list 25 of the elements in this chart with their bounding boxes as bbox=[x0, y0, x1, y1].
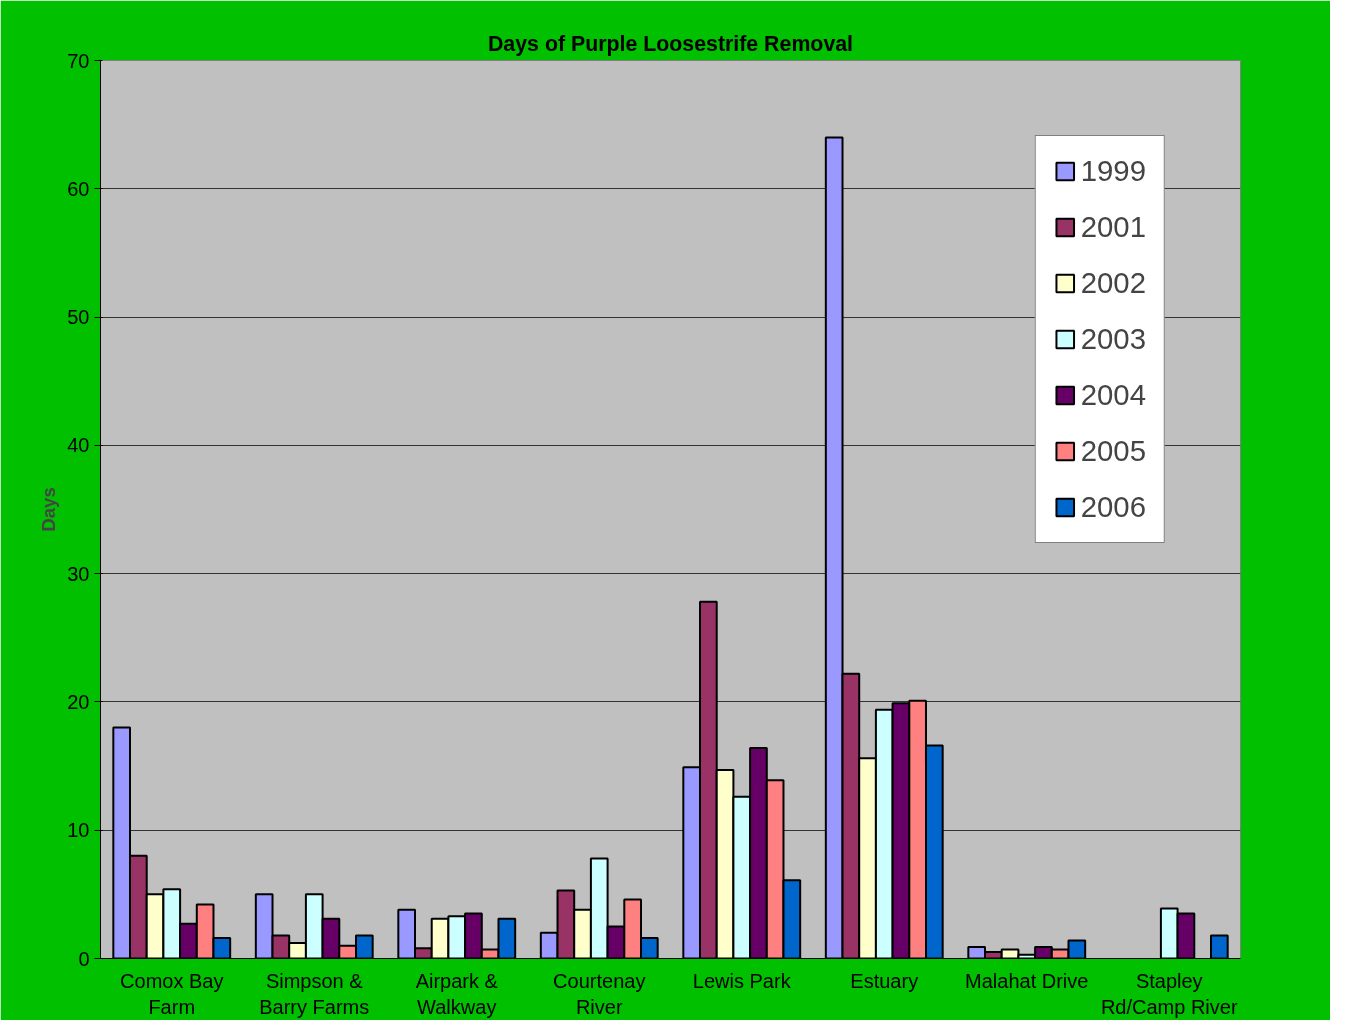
legend-label: 2005 bbox=[1080, 434, 1146, 468]
y-tick-label: 70 bbox=[67, 49, 90, 72]
y-tick-label: 0 bbox=[78, 947, 90, 970]
x-tick-label: Malahat Drive bbox=[965, 969, 1089, 992]
x-tick-label: Lewis Park bbox=[692, 969, 792, 992]
legend-label: 2004 bbox=[1080, 378, 1146, 412]
x-tick-label: Comox Bay Farm bbox=[120, 969, 224, 1018]
chart-title: Days of Purple Loosestrife Removal bbox=[487, 31, 854, 56]
legend-label: 2002 bbox=[1080, 266, 1146, 300]
legend-label: 2006 bbox=[1080, 490, 1146, 524]
y-tick-label: 10 bbox=[67, 819, 90, 842]
y-tick-label: 40 bbox=[67, 434, 90, 457]
x-tick-label: Airpark & Walkway bbox=[415, 969, 499, 1018]
y-tick-label: 20 bbox=[67, 690, 90, 713]
y-tick-label: 60 bbox=[67, 177, 90, 200]
x-tick-label: Courtenay River bbox=[553, 969, 646, 1018]
legend-label: 2003 bbox=[1080, 322, 1146, 356]
x-tick-label: Stapley Rd/Camp River bbox=[1100, 969, 1238, 1018]
legend-label: 2001 bbox=[1080, 210, 1146, 244]
y-tick-label: 50 bbox=[67, 306, 90, 329]
y-axis-title: Days bbox=[38, 487, 60, 532]
legend-label: 1999 bbox=[1080, 154, 1146, 188]
y-tick-label: 30 bbox=[67, 562, 90, 585]
x-tick-label: Estuary bbox=[850, 969, 919, 992]
x-tick-label: Simpson & Barry Farms bbox=[259, 969, 370, 1018]
